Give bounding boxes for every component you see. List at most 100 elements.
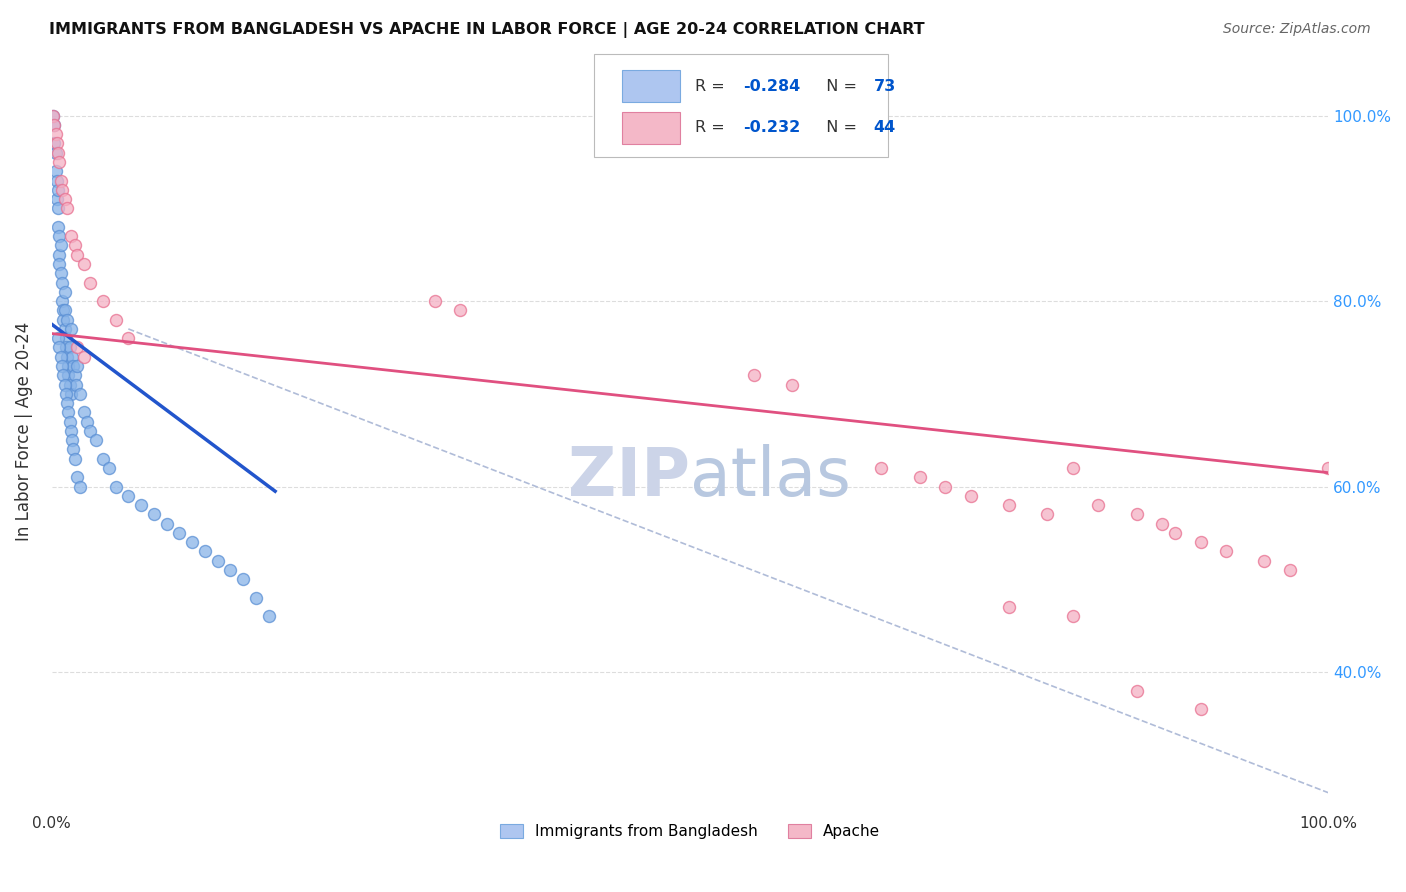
Legend: Immigrants from Bangladesh, Apache: Immigrants from Bangladesh, Apache (494, 818, 886, 846)
FancyBboxPatch shape (595, 54, 887, 157)
Point (60, 350, 83, 364)
Point (45, 173, 67, 187)
Point (86, 434, 108, 448)
FancyBboxPatch shape (623, 112, 679, 144)
Point (257, 609, 280, 624)
Text: atlas: atlas (690, 443, 851, 509)
Point (45, 192, 67, 206)
Point (69, 387, 91, 401)
Point (1087, 498, 1109, 512)
Point (51, 276, 73, 290)
Point (59, 424, 82, 438)
Point (44, 118, 66, 132)
Point (76, 415, 98, 429)
Point (53, 322, 76, 336)
Point (73, 405, 96, 419)
Text: IMMIGRANTS FROM BANGLADESH VS APACHE IN LABOR FORCE | AGE 20-24 CORRELATION CHAR: IMMIGRANTS FROM BANGLADESH VS APACHE IN … (49, 22, 925, 38)
Point (449, 303, 471, 318)
Text: N =: N = (817, 78, 862, 94)
Text: R =: R = (695, 78, 730, 94)
Point (49, 350, 72, 364)
Point (73, 350, 96, 364)
Point (58, 405, 80, 419)
Point (48, 257, 70, 271)
Point (62, 359, 84, 373)
Point (55, 341, 77, 355)
Point (46, 183, 69, 197)
Point (1278, 563, 1301, 577)
Point (117, 331, 139, 345)
Point (44, 136, 66, 151)
Point (63, 368, 86, 383)
Point (1062, 609, 1084, 624)
Point (66, 341, 89, 355)
Point (142, 508, 165, 522)
Point (104, 479, 127, 493)
Point (181, 535, 204, 549)
Point (73, 257, 96, 271)
Point (66, 470, 89, 484)
Text: 44: 44 (873, 120, 896, 136)
Point (780, 377, 803, 392)
Point (42, 109, 65, 123)
Point (48, 229, 70, 244)
Point (45, 127, 67, 141)
Point (63, 451, 86, 466)
Point (45, 136, 67, 151)
Point (1164, 525, 1187, 540)
Point (1125, 508, 1147, 522)
Point (1253, 554, 1275, 568)
Point (59, 387, 82, 401)
Text: Source: ZipAtlas.com: Source: ZipAtlas.com (1223, 22, 1371, 37)
Point (934, 479, 956, 493)
Text: -0.232: -0.232 (744, 120, 801, 136)
Point (1189, 702, 1212, 716)
Point (51, 359, 73, 373)
Point (49, 266, 72, 280)
Point (1152, 516, 1174, 531)
Point (423, 294, 446, 309)
Point (51, 183, 73, 197)
Text: R =: R = (695, 120, 730, 136)
Point (60, 434, 83, 448)
Point (870, 461, 893, 475)
Point (232, 572, 254, 586)
Point (45, 164, 67, 178)
Point (91, 451, 114, 466)
Point (194, 544, 217, 558)
Point (52, 368, 75, 383)
Point (48, 155, 70, 169)
Point (46, 219, 69, 234)
Point (959, 489, 981, 503)
Point (156, 516, 179, 531)
Point (63, 238, 86, 252)
Point (58, 368, 80, 383)
Point (129, 498, 152, 512)
Point (46, 145, 69, 160)
Point (46, 331, 69, 345)
Point (1062, 461, 1084, 475)
Point (59, 322, 82, 336)
Point (45, 145, 67, 160)
Point (53, 285, 76, 299)
Point (1125, 683, 1147, 698)
Point (44, 118, 66, 132)
Point (42, 109, 65, 123)
Point (46, 202, 69, 216)
Point (55, 387, 77, 401)
Point (998, 600, 1021, 615)
Point (66, 248, 89, 262)
Point (49, 238, 72, 252)
Point (56, 396, 79, 410)
Point (91, 294, 114, 309)
Point (55, 331, 77, 345)
Point (52, 312, 75, 326)
Y-axis label: In Labor Force | Age 20-24: In Labor Force | Age 20-24 (15, 321, 32, 541)
Point (59, 341, 82, 355)
Point (169, 525, 191, 540)
Point (98, 461, 121, 475)
Point (69, 479, 91, 493)
Point (1036, 508, 1059, 522)
Point (998, 498, 1021, 512)
Text: 73: 73 (873, 78, 896, 94)
